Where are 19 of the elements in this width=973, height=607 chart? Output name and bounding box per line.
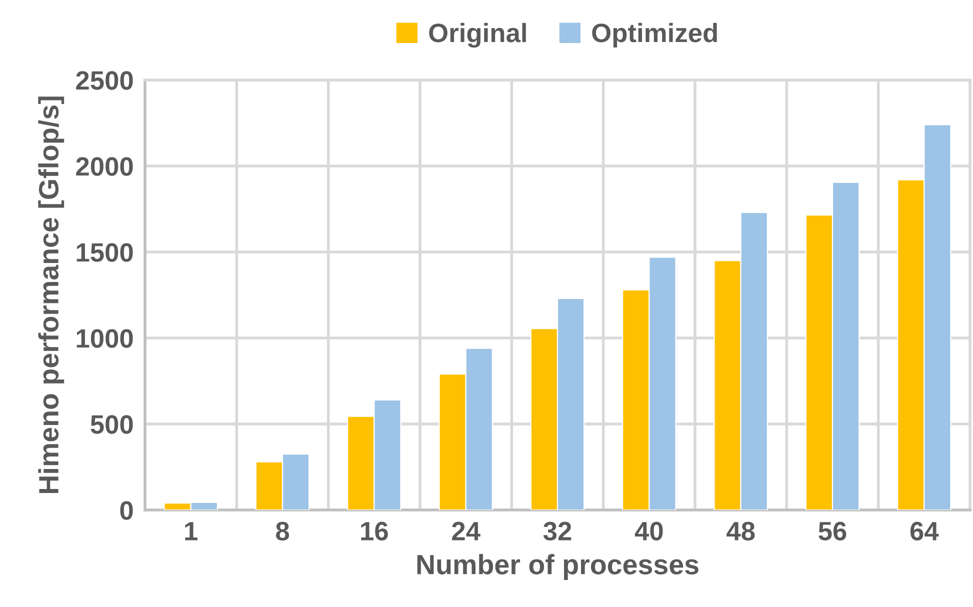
x-tick-label: 24	[452, 522, 480, 540]
y-axis-title: Himeno performance [Gflop/s]	[38, 96, 64, 493]
x-tick-label: 48	[726, 522, 755, 540]
legend-label: Optimized	[592, 22, 717, 48]
y-tick-label: 2000	[76, 157, 133, 176]
x-tick-label: 64	[910, 522, 939, 540]
y-tick-label: 1000	[76, 329, 133, 348]
y-tick-label: 2500	[76, 71, 133, 90]
x-tick-label: 56	[818, 522, 846, 540]
y-tick-label: 500	[90, 415, 133, 434]
legend-label: Original	[429, 22, 526, 48]
x-tick-label: 32	[543, 522, 572, 541]
y-tick-label: 1500	[76, 243, 133, 262]
x-tick-label: 1	[185, 522, 198, 540]
x-axis-title: Number of processes	[417, 554, 698, 580]
y-tick-label: 0	[120, 501, 133, 520]
x-tick-label: 8	[276, 522, 290, 540]
x-tick-label: 16	[361, 522, 388, 540]
x-tick-label: 40	[634, 522, 663, 540]
